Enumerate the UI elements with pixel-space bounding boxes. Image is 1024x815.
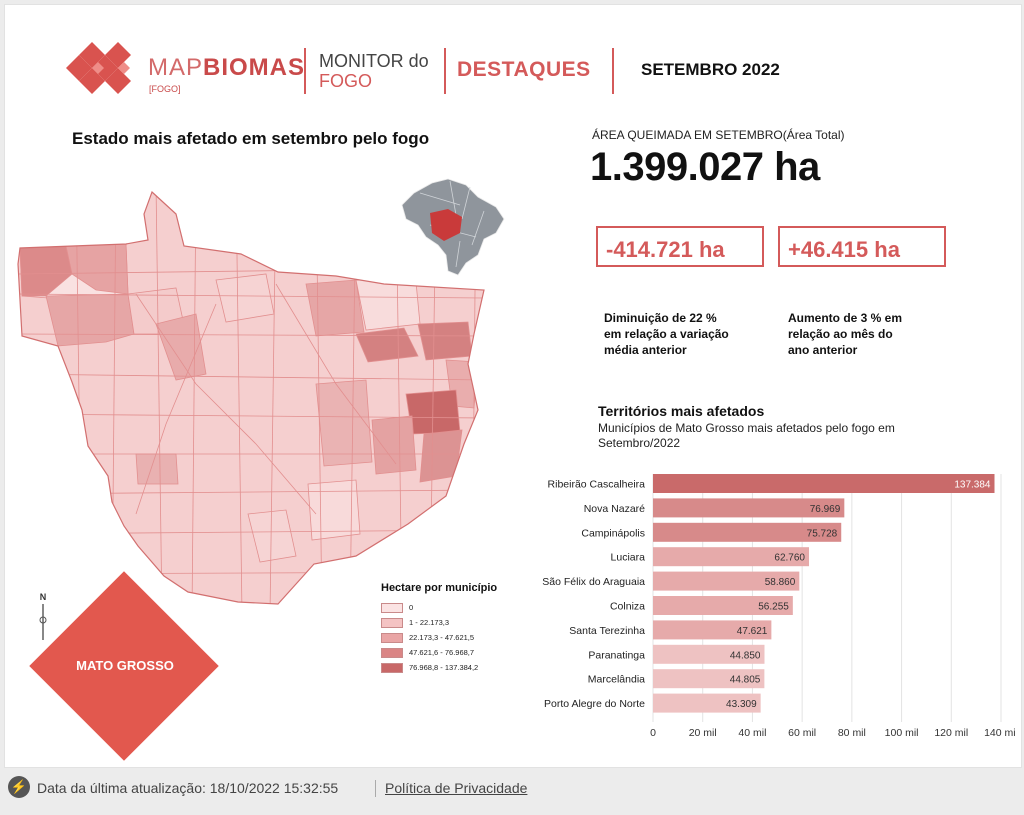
legend-item: 76.968,8 - 137.384,2 xyxy=(381,660,497,675)
legend-item: 47.621,6 - 76.968,7 xyxy=(381,645,497,660)
lightning-icon: ⚡ xyxy=(8,776,30,798)
brand-sub: [FOGO] xyxy=(149,84,181,94)
bar-value-label: 137.384 xyxy=(954,480,991,491)
decrease-desc-line: em relação a variação xyxy=(604,327,729,341)
category-label: Ribeirão Cascalheira xyxy=(548,479,646,491)
state-label: MATO GROSSO xyxy=(76,658,174,673)
privacy-policy-link[interactable]: Política de Privacidade xyxy=(385,780,528,796)
category-label: Luciara xyxy=(611,552,646,564)
x-tick-label: 80 mil xyxy=(838,727,866,739)
legend-label: 76.968,8 - 137.384,2 xyxy=(409,663,479,672)
increase-description: Aumento de 3 % em relação ao mês do ano … xyxy=(788,310,902,358)
legend-swatch xyxy=(381,647,403,658)
brand-bold: BIOMAS xyxy=(203,54,306,81)
territories-title: Territórios mais afetados xyxy=(598,403,765,419)
x-tick-label: 0 xyxy=(650,727,656,739)
bar-value-label: 43.309 xyxy=(726,699,757,710)
bar xyxy=(653,596,793,615)
monitor-title-line2: FOGO xyxy=(319,71,372,91)
decrease-desc-line: Diminuição de 22 % xyxy=(604,311,717,325)
legend-item: 1 - 22.173,3 xyxy=(381,615,497,630)
category-label: Santa Terezinha xyxy=(569,625,645,637)
bar xyxy=(653,474,995,493)
footer-divider xyxy=(375,780,376,797)
bar xyxy=(653,547,810,567)
decrease-value: -414.721 ha xyxy=(596,226,764,267)
legend-label: 47.621,6 - 76.968,7 xyxy=(409,648,475,657)
legend-title: Hectare por município xyxy=(381,582,498,594)
bar xyxy=(653,498,845,518)
category-label: Campinápolis xyxy=(581,527,645,539)
last-update-text: Data da última atualização: 18/10/2022 1… xyxy=(37,780,339,796)
bar-value-label: 47.621 xyxy=(737,626,768,637)
header-divider xyxy=(612,48,614,94)
monitor-title-line1: MONITOR do xyxy=(319,51,429,71)
legend-label: 1 - 22.173,3 xyxy=(409,618,450,627)
legend-label: 22.173,3 - 47.621,5 xyxy=(409,633,475,642)
bar xyxy=(653,620,772,640)
x-tick-label: 120 mil xyxy=(934,727,968,739)
map-legend: Hectare por município 0 1 - 22.173,3 22.17… xyxy=(381,582,497,675)
area-label: ÁREA QUEIMADA EM SETEMBRO(Área Total) xyxy=(592,128,845,142)
north-arrow-icon: N xyxy=(39,592,47,640)
brand-light: MAP xyxy=(148,54,204,81)
brand-name: MAPBIOMAS xyxy=(148,54,305,82)
bar xyxy=(653,669,765,689)
increase-desc-line: ano anterior xyxy=(788,343,858,357)
bar-value-label: 76.969 xyxy=(810,504,841,515)
category-label: Porto Alegre do Norte xyxy=(544,698,645,710)
category-label: Colniza xyxy=(610,601,645,613)
legend-swatch xyxy=(381,602,403,613)
bar-value-label: 58.860 xyxy=(765,577,796,588)
legend-label: 0 xyxy=(409,603,414,612)
mato-grosso-map xyxy=(17,190,485,605)
category-label: Marcelândia xyxy=(588,674,645,686)
bar-value-label: 75.728 xyxy=(807,528,838,539)
bar-value-label: 56.255 xyxy=(758,602,789,613)
x-tick-label: 60 mil xyxy=(788,727,816,739)
category-label: São Félix do Araguaia xyxy=(542,576,645,588)
section-title: DESTAQUES xyxy=(457,58,591,81)
period-label: SETEMBRO 2022 xyxy=(641,60,780,79)
brazil-inset-map xyxy=(401,178,505,276)
svg-text:N: N xyxy=(40,592,47,602)
increase-value: +46.415 ha xyxy=(778,226,946,267)
decrease-desc-line: média anterior xyxy=(604,343,687,357)
bar-value-label: 44.805 xyxy=(730,675,761,686)
bar xyxy=(653,693,761,713)
bar-value-label: 44.850 xyxy=(730,650,761,661)
bar xyxy=(653,644,765,664)
bar xyxy=(653,522,842,542)
increase-desc-line: relação ao mês do xyxy=(788,327,893,341)
territories-subtitle: Municípios de Mato Grosso mais afetados … xyxy=(598,421,895,450)
legend-item: 22.173,3 - 47.621,5 xyxy=(381,630,497,645)
header-divider xyxy=(304,48,306,94)
bar xyxy=(653,571,800,591)
increase-desc-line: Aumento de 3 % em xyxy=(788,311,903,325)
category-label: Nova Nazaré xyxy=(584,503,645,515)
bar-value-label: 62.760 xyxy=(774,553,805,564)
legend-swatch xyxy=(381,632,403,643)
decrease-description: Diminuição de 22 % em relação a variação… xyxy=(604,310,729,358)
category-label: Paranatinga xyxy=(588,649,645,661)
municipalities-bar-chart: 0 20 mil 40 mil 60 mil 80 mil 100 mil 120 mil 1… xyxy=(542,474,1016,739)
header-divider xyxy=(444,48,446,94)
legend-item: 0 xyxy=(381,600,497,615)
legend-swatch xyxy=(381,662,403,673)
x-tick-label: 20 mil xyxy=(689,727,717,739)
mapbiomas-logo-icon xyxy=(66,42,131,94)
map-title: Estado mais afetado em setembro pelo fog… xyxy=(72,129,430,148)
x-tick-label: 100 mil xyxy=(885,727,919,739)
x-tick-label: 40 mil xyxy=(738,727,766,739)
x-tick-label: 140 mil xyxy=(984,727,1016,739)
legend-swatch xyxy=(381,617,403,628)
area-value: 1.399.027 ha xyxy=(590,145,820,189)
